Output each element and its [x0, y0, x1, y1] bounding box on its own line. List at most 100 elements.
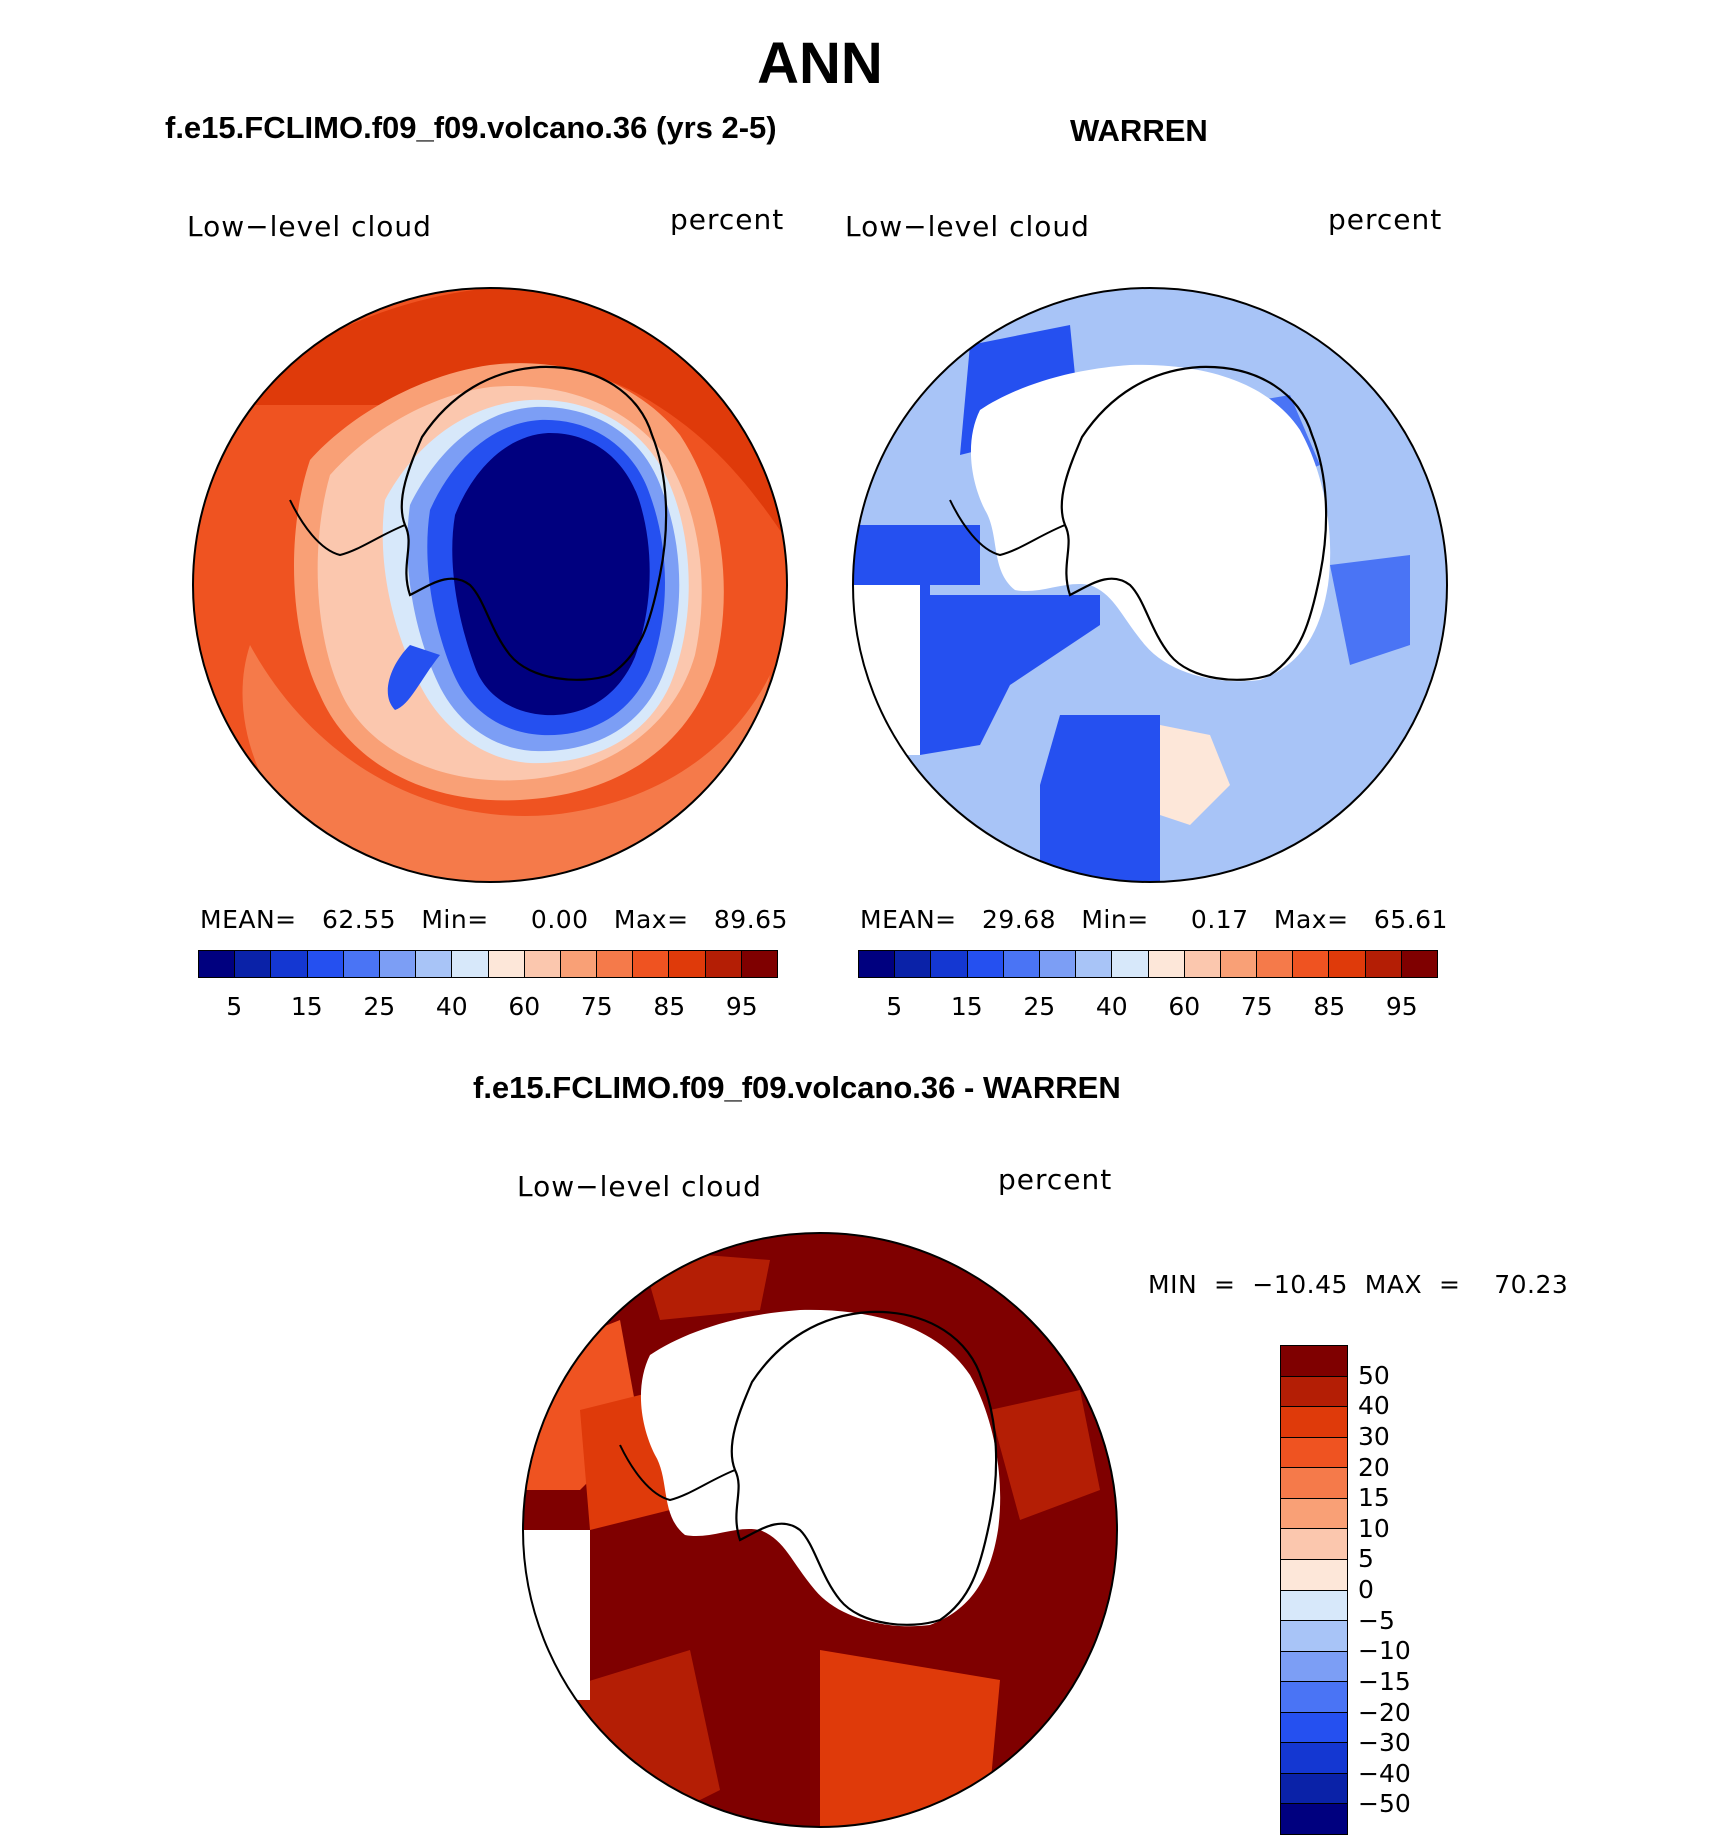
colorbar-swatch	[1257, 951, 1294, 977]
colorbar-swatch	[1365, 951, 1402, 977]
colorbar-tick-label: 60	[1168, 992, 1201, 1021]
colorbar-tick-label: 20	[1358, 1452, 1390, 1482]
obs-field-missing-core	[970, 364, 1331, 682]
obs-field-southwest-patch	[910, 595, 1100, 755]
colorbar-tick-label: 15	[950, 992, 983, 1021]
colorbar-swatch	[669, 951, 706, 977]
colorbar-swatch	[1281, 1467, 1347, 1498]
colorbar-tick-label: 0	[1358, 1575, 1374, 1604]
diff-units-label: percent	[998, 1163, 1113, 1196]
colorbar-tick-label: 60	[508, 992, 541, 1021]
obs-map-border	[852, 287, 1448, 883]
model-stats: MEAN= 62.55 Min= 0.00 Max= 89.65	[200, 905, 788, 934]
colorbar-swatch	[1220, 951, 1258, 977]
diff-map-border	[522, 1232, 1118, 1828]
colorbar-swatch	[452, 951, 489, 977]
model-map-border	[192, 287, 788, 883]
model-colorbar	[198, 950, 778, 978]
colorbar-swatch	[199, 951, 236, 977]
colorbar-tick-label: 25	[363, 992, 396, 1021]
page-title: ANN	[757, 31, 883, 96]
colorbar-swatch	[560, 951, 598, 977]
colorbar-swatch	[1039, 951, 1077, 977]
colorbar-swatch	[859, 951, 896, 977]
colorbar-swatch	[1281, 1711, 1347, 1743]
diff-stats: MIN = −10.45 MAX = 70.23	[1148, 1270, 1569, 1299]
colorbar-swatch	[967, 951, 1004, 977]
diff-field-north-patch	[640, 1250, 770, 1320]
colorbar-tick-label: −40	[1358, 1758, 1411, 1788]
obs-antarctica-coastline	[1060, 365, 1328, 681]
colorbar-tick-label: −20	[1358, 1697, 1411, 1727]
colorbar-tick-label: 15	[1358, 1483, 1390, 1513]
obs-peninsula-coastline	[949, 499, 1066, 557]
colorbar-swatch	[1281, 1589, 1347, 1621]
diff-field-missing-core	[640, 1309, 1001, 1627]
colorbar-swatch	[895, 951, 932, 977]
obs-panel-title: WARREN	[1070, 113, 1208, 148]
colorbar-tick-label: −10	[1358, 1636, 1411, 1666]
obs-field-east-patch	[1330, 555, 1410, 665]
colorbar-swatch	[1281, 1406, 1347, 1437]
obs-units-label: percent	[1328, 203, 1443, 236]
diff-panel-title: f.e15.FCLIMO.f09_f09.volcano.36 - WARREN	[473, 1070, 1121, 1105]
colorbar-swatch	[1003, 951, 1040, 977]
colorbar-swatch	[1281, 1650, 1347, 1682]
colorbar-swatch	[307, 951, 344, 977]
colorbar-tick-label: 95	[725, 992, 758, 1021]
diff-peninsula-coastline	[619, 1444, 736, 1502]
colorbar-tick-label: 85	[1313, 992, 1346, 1021]
colorbar-tick-label: 75	[1240, 992, 1273, 1021]
diff-field-south-patch	[820, 1650, 1000, 1827]
colorbar-tick-label: 5	[886, 992, 903, 1021]
colorbar-swatch	[1281, 1436, 1347, 1468]
colorbar-tick-label: 85	[653, 992, 686, 1021]
diff-colorbar	[1280, 1345, 1348, 1835]
obs-field-warm-patch	[1160, 725, 1230, 825]
colorbar-swatch	[1281, 1772, 1347, 1804]
colorbar-swatch	[1281, 1742, 1347, 1773]
obs-variable-label: Low−level cloud	[845, 210, 1090, 243]
colorbar-swatch	[1293, 951, 1330, 977]
colorbar-swatch	[1329, 951, 1366, 977]
colorbar-swatch	[524, 951, 561, 977]
colorbar-swatch	[633, 951, 670, 977]
colorbar-tick-label: 40	[435, 992, 468, 1021]
colorbar-swatch	[271, 951, 308, 977]
diff-antarctica-coastline	[730, 1310, 998, 1626]
colorbar-swatch	[1281, 1346, 1347, 1376]
colorbar-swatch	[1281, 1681, 1347, 1712]
colorbar-tick-label: −15	[1358, 1666, 1411, 1696]
obs-field-south-patch	[1040, 715, 1160, 882]
model-field-high	[230, 288, 787, 545]
model-peninsula-coastline	[289, 499, 406, 557]
colorbar-tick-label: 40	[1358, 1391, 1390, 1421]
colorbar-swatch	[416, 951, 453, 977]
colorbar-swatch	[488, 951, 525, 977]
colorbar-swatch	[1281, 1497, 1347, 1529]
colorbar-swatch	[1076, 951, 1113, 977]
colorbar-tick-label: 40	[1095, 992, 1128, 1021]
colorbar-swatch	[343, 951, 380, 977]
obs-stats: MEAN= 29.68 Min= 0.17 Max= 65.61	[860, 905, 1448, 934]
diff-map	[522, 1232, 1118, 1828]
model-field-ring	[242, 645, 770, 882]
diff-field-east-patch	[990, 1390, 1100, 1520]
diff-field-missing-south	[560, 1790, 670, 1827]
colorbar-swatch	[1281, 1558, 1347, 1590]
colorbar-swatch	[1281, 1528, 1347, 1559]
obs-map	[852, 287, 1448, 883]
obs-field-missing-south	[890, 845, 1000, 882]
model-panel-title: f.e15.FCLIMO.f09_f09.volcano.36 (yrs 2-5…	[165, 110, 777, 145]
model-antarctica-coastline	[400, 365, 668, 681]
colorbar-swatch	[931, 951, 968, 977]
model-field-peninsula	[387, 645, 440, 710]
colorbar-swatch	[1281, 1803, 1347, 1834]
obs-field-missing-west	[853, 585, 920, 755]
colorbar-tick-label: 75	[580, 992, 613, 1021]
model-variable-label: Low−level cloud	[187, 210, 432, 243]
colorbar-tick-label: 5	[1358, 1544, 1374, 1574]
colorbar-tick-label: 30	[1358, 1421, 1390, 1451]
colorbar-swatch	[1281, 1620, 1347, 1651]
model-field-core	[452, 432, 650, 716]
